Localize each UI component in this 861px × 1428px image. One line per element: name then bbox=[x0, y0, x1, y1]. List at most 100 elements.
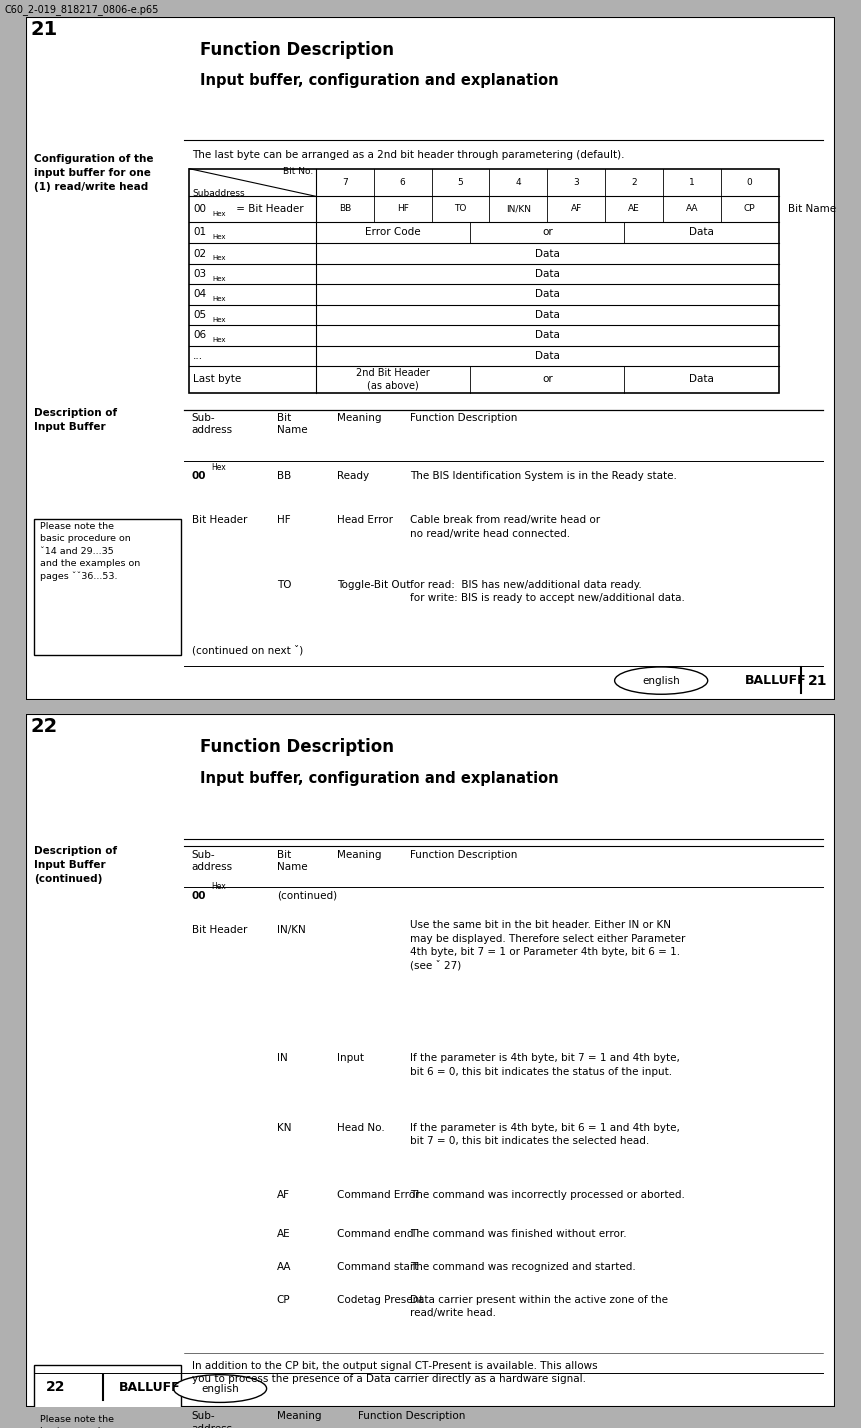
Text: 1: 1 bbox=[689, 178, 695, 187]
Text: 05: 05 bbox=[194, 310, 207, 320]
Text: CP: CP bbox=[276, 1295, 290, 1305]
Text: Bit No.: Bit No. bbox=[282, 167, 313, 176]
Text: Cable break from read/write head or
no read/write head connected.: Cable break from read/write head or no r… bbox=[410, 516, 600, 538]
Text: HF: HF bbox=[276, 516, 290, 526]
Text: Command Error: Command Error bbox=[338, 1191, 420, 1201]
Text: Function Description: Function Description bbox=[410, 850, 517, 860]
Text: 21: 21 bbox=[30, 20, 58, 39]
Text: Bit Header: Bit Header bbox=[192, 516, 247, 526]
Text: The BIS Identification System is in the Ready state.: The BIS Identification System is in the … bbox=[410, 471, 677, 481]
Text: 6: 6 bbox=[400, 178, 406, 187]
Text: Data: Data bbox=[689, 374, 714, 384]
Text: Hex: Hex bbox=[213, 296, 226, 303]
Text: The command was finished without error.: The command was finished without error. bbox=[410, 1228, 627, 1238]
Text: Hex: Hex bbox=[213, 337, 226, 343]
Text: 2: 2 bbox=[631, 178, 637, 187]
Text: AF: AF bbox=[276, 1191, 289, 1201]
Text: Codetag Present: Codetag Present bbox=[338, 1295, 424, 1305]
Bar bbox=[34, 518, 181, 655]
Text: 5: 5 bbox=[458, 178, 463, 187]
Text: IN/KN: IN/KN bbox=[506, 204, 531, 214]
Bar bbox=[34, 1365, 181, 1411]
Text: Data: Data bbox=[535, 248, 560, 258]
Text: 00: 00 bbox=[192, 471, 207, 481]
Text: Data: Data bbox=[535, 290, 560, 300]
Text: Bit Name: Bit Name bbox=[788, 204, 836, 214]
Text: Hex: Hex bbox=[211, 463, 226, 471]
Text: 3: 3 bbox=[573, 178, 579, 187]
Text: Meaning: Meaning bbox=[276, 1411, 321, 1421]
Text: Command start: Command start bbox=[338, 1262, 418, 1272]
Text: english: english bbox=[642, 675, 680, 685]
Text: 22: 22 bbox=[30, 717, 58, 735]
Text: Data: Data bbox=[535, 268, 560, 278]
Bar bbox=[189, 169, 778, 393]
Text: for read:  BIS has new/additional data ready.
for write: BIS is ready to accept : for read: BIS has new/additional data re… bbox=[410, 580, 685, 604]
Text: Hex: Hex bbox=[213, 234, 226, 240]
Text: The command was incorrectly processed or aborted.: The command was incorrectly processed or… bbox=[410, 1191, 685, 1201]
Text: The command was recognized and started.: The command was recognized and started. bbox=[410, 1262, 636, 1272]
Text: 4: 4 bbox=[516, 178, 521, 187]
Text: 00: 00 bbox=[192, 891, 207, 901]
Text: 04: 04 bbox=[194, 290, 207, 300]
Text: Input buffer, configuration and explanation: Input buffer, configuration and explanat… bbox=[200, 771, 559, 785]
Text: AF: AF bbox=[571, 204, 582, 214]
Text: Hex: Hex bbox=[213, 317, 226, 323]
Text: The last byte can be arranged as a 2nd bit header through parametering (default): The last byte can be arranged as a 2nd b… bbox=[192, 150, 624, 160]
Text: 2nd Bit Header
(as above): 2nd Bit Header (as above) bbox=[356, 368, 430, 390]
Text: Configuration of the
input buffer for one
(1) read/write head: Configuration of the input buffer for on… bbox=[34, 154, 153, 191]
Text: Last byte: Last byte bbox=[194, 374, 242, 384]
Text: or: or bbox=[542, 227, 553, 237]
Text: 06: 06 bbox=[194, 330, 207, 340]
Text: Sub-
address: Sub- address bbox=[192, 850, 232, 873]
Text: 03: 03 bbox=[194, 268, 207, 278]
Text: Error Code: Error Code bbox=[365, 227, 421, 237]
Text: = Bit Header: = Bit Header bbox=[233, 204, 304, 214]
Text: Function Description: Function Description bbox=[200, 738, 393, 757]
Text: BB: BB bbox=[276, 471, 291, 481]
Text: IN: IN bbox=[276, 1054, 288, 1064]
Text: Ready: Ready bbox=[338, 471, 369, 481]
Text: Data: Data bbox=[689, 227, 714, 237]
Text: Hex: Hex bbox=[211, 883, 226, 891]
Text: Function Description: Function Description bbox=[410, 413, 517, 423]
Text: Bit
Name: Bit Name bbox=[276, 850, 307, 873]
Text: english: english bbox=[201, 1384, 239, 1394]
Text: AE: AE bbox=[276, 1228, 290, 1238]
Text: ...: ... bbox=[194, 351, 203, 361]
Ellipse shape bbox=[174, 1375, 267, 1402]
Text: KN: KN bbox=[276, 1122, 291, 1132]
Text: (continued): (continued) bbox=[276, 891, 337, 901]
Text: CP: CP bbox=[744, 204, 755, 214]
Text: 0: 0 bbox=[746, 178, 753, 187]
Text: 02: 02 bbox=[194, 248, 207, 258]
Text: Head No.: Head No. bbox=[338, 1122, 385, 1132]
Text: (continued on next ˇ): (continued on next ˇ) bbox=[192, 645, 303, 655]
Text: Description of
Input Buffer
(continued): Description of Input Buffer (continued) bbox=[34, 845, 117, 884]
Text: Data: Data bbox=[535, 351, 560, 361]
Text: AA: AA bbox=[276, 1262, 291, 1272]
Text: 01: 01 bbox=[194, 227, 207, 237]
Text: Command end: Command end bbox=[338, 1228, 414, 1238]
Text: If the parameter is 4th byte, bit 7 = 1 and 4th byte,
bit 6 = 0, this bit indica: If the parameter is 4th byte, bit 7 = 1 … bbox=[410, 1054, 680, 1077]
Text: TO: TO bbox=[455, 204, 467, 214]
Text: 21: 21 bbox=[808, 674, 827, 688]
Text: Toggle-Bit Out: Toggle-Bit Out bbox=[338, 580, 411, 590]
Text: Data: Data bbox=[535, 330, 560, 340]
Text: Use the same bit in the bit header. Either IN or KN
may be displayed. Therefore : Use the same bit in the bit header. Eith… bbox=[410, 921, 685, 971]
Text: 22: 22 bbox=[46, 1381, 65, 1394]
Text: Bit Header: Bit Header bbox=[192, 925, 247, 935]
Text: BB: BB bbox=[338, 204, 351, 214]
Text: Description of
Input Buffer: Description of Input Buffer bbox=[34, 408, 117, 433]
Text: HF: HF bbox=[397, 204, 409, 214]
Text: 00: 00 bbox=[194, 204, 207, 214]
Text: If the parameter is 4th byte, bit 6 = 1 and 4th byte,
bit 7 = 0, this bit indica: If the parameter is 4th byte, bit 6 = 1 … bbox=[410, 1122, 680, 1145]
Text: Sub-
address: Sub- address bbox=[192, 1411, 232, 1428]
Text: Meaning: Meaning bbox=[338, 413, 382, 423]
Text: Please note the
basic procedure on
ˇˇ 14 and 29...35
and the examples on
pages ˇ: Please note the basic procedure on ˇˇ 14… bbox=[40, 1415, 140, 1428]
Text: AA: AA bbox=[685, 204, 698, 214]
Text: IN/KN: IN/KN bbox=[276, 925, 306, 935]
Text: BALLUFF: BALLUFF bbox=[119, 1381, 181, 1394]
Text: Input: Input bbox=[338, 1054, 364, 1064]
Text: Hex: Hex bbox=[213, 211, 226, 217]
